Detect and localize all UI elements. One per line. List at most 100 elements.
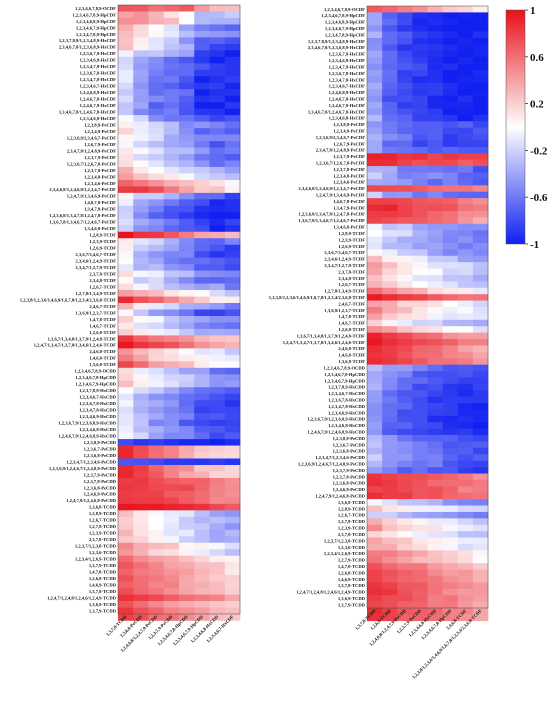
heatmap-cell — [367, 307, 383, 314]
heatmap-cell — [412, 319, 428, 327]
heatmap-cell — [457, 383, 474, 391]
heatmap-cell — [133, 529, 149, 537]
heatmap-cell — [133, 5, 149, 12]
heatmap-cell — [224, 76, 241, 84]
heatmap-cell — [118, 374, 134, 382]
heatmap-cell — [194, 257, 210, 265]
heatmap-cell — [472, 345, 489, 353]
heatmap-cell — [397, 89, 413, 96]
heatmap-cell — [442, 339, 459, 346]
row-label: 2,3,4,6,8/1,2,4,6,9/1,2,3,4,7-PeCDF — [49, 187, 116, 192]
row-label: 1,2,3,6,7,9/1,2,3,6,8,9-HxCDD — [307, 417, 365, 422]
heatmap-cell — [118, 115, 134, 122]
heatmap-cell — [148, 380, 165, 388]
heatmap-cell — [133, 419, 149, 427]
heatmap-cell — [118, 69, 134, 77]
heatmap-cell — [163, 5, 180, 12]
heatmap-cell — [397, 44, 413, 52]
heatmap-cell — [209, 555, 226, 563]
heatmap-cell — [367, 364, 383, 372]
heatmap-cell — [179, 354, 195, 362]
heatmap-cell — [148, 523, 165, 531]
heatmap-cell — [472, 140, 489, 148]
heatmap-cell — [163, 264, 180, 271]
heatmap-cell — [148, 536, 165, 544]
heatmap-cell — [472, 454, 489, 461]
heatmap-cell — [472, 18, 489, 26]
row-label: 1,3,6,8-TCDD — [338, 500, 366, 505]
heatmap-cell — [397, 249, 413, 257]
heatmap-cell — [457, 191, 474, 199]
heatmap-cell — [194, 588, 210, 595]
heatmap-cell — [472, 364, 489, 372]
heatmap-cell — [224, 542, 241, 550]
row-label: 1,2,3,4,6,9-HxCDD — [328, 410, 366, 415]
heatmap-cell — [118, 348, 134, 356]
heatmap-cell — [397, 191, 413, 199]
heatmap-cell — [224, 24, 241, 32]
heatmap-cell — [412, 63, 428, 71]
heatmap-cell — [179, 108, 195, 116]
heatmap-cell — [163, 516, 180, 524]
heatmap-cell — [382, 479, 398, 487]
heatmap-cell — [442, 569, 459, 577]
colorbar-tick-label: 1 — [530, 5, 536, 17]
row-label: 1,3,4,6,7,8/1,2,4,6,7,8-HxCDF — [308, 109, 365, 114]
heatmap-cell — [194, 160, 210, 168]
heatmap-cell — [163, 406, 180, 414]
heatmap-cell — [163, 607, 180, 615]
row-label: 2,3,4,8-TCDF — [338, 276, 365, 281]
row-label: 1,4,7,8-TCDD — [338, 564, 366, 569]
heatmap-cell — [427, 511, 443, 519]
heatmap-cell — [163, 115, 180, 122]
heatmap-cell — [412, 95, 428, 103]
heatmap-cell — [163, 536, 180, 544]
heatmap-cell — [194, 43, 210, 51]
heatmap-cell — [224, 503, 241, 511]
heatmap-cell — [382, 543, 398, 551]
heatmap-cell — [179, 562, 195, 569]
heatmap-cell — [194, 361, 210, 369]
heatmap-cell — [382, 563, 398, 570]
heatmap-cell — [412, 6, 428, 13]
heatmap-cell — [427, 178, 443, 186]
heatmap-cell — [209, 95, 226, 103]
heatmap-cell — [163, 134, 180, 142]
heatmap-cell — [367, 146, 383, 154]
heatmap-cell — [148, 562, 165, 569]
heatmap-cell — [209, 89, 226, 96]
row-label: 1,2,3,6,8-PeCDD — [333, 481, 366, 486]
heatmap-cell — [367, 467, 383, 474]
heatmap-cell — [457, 415, 474, 423]
row-label: 1,3,6,9-TCDD — [89, 602, 117, 607]
row-label: 1,2,3,4,9-PeCDF — [333, 128, 365, 133]
row-label: 1,2,4,6,8,9-HxCDF — [329, 90, 366, 95]
heatmap-cell — [148, 419, 165, 427]
heatmap-cell — [194, 205, 210, 213]
heatmap-cell — [412, 390, 428, 397]
heatmap-cell — [194, 95, 210, 103]
heatmap-cell — [457, 242, 474, 250]
heatmap-cell — [118, 95, 134, 103]
heatmap-cell — [118, 458, 134, 466]
heatmap-cell — [133, 594, 149, 602]
row-label: 1,4,7,8-TCDF — [338, 314, 365, 319]
heatmap-cell — [382, 262, 398, 269]
heatmap-cell — [224, 568, 241, 576]
heatmap-cell — [382, 76, 398, 84]
heatmap-cell — [179, 348, 195, 356]
heatmap-cell — [442, 172, 459, 180]
heatmap-cell — [148, 406, 165, 414]
heatmap-cell — [163, 549, 180, 556]
heatmap-cell — [397, 505, 413, 513]
heatmap-cell — [397, 326, 413, 333]
heatmap-cell — [442, 467, 459, 474]
heatmap-cell — [224, 115, 241, 122]
heatmap-cell — [397, 403, 413, 410]
heatmap-cell — [148, 497, 165, 505]
heatmap-cell — [457, 236, 474, 244]
heatmap-cell — [472, 499, 489, 506]
heatmap-cell — [397, 268, 413, 276]
heatmap-cell — [224, 89, 241, 96]
heatmap-cell — [224, 238, 241, 246]
